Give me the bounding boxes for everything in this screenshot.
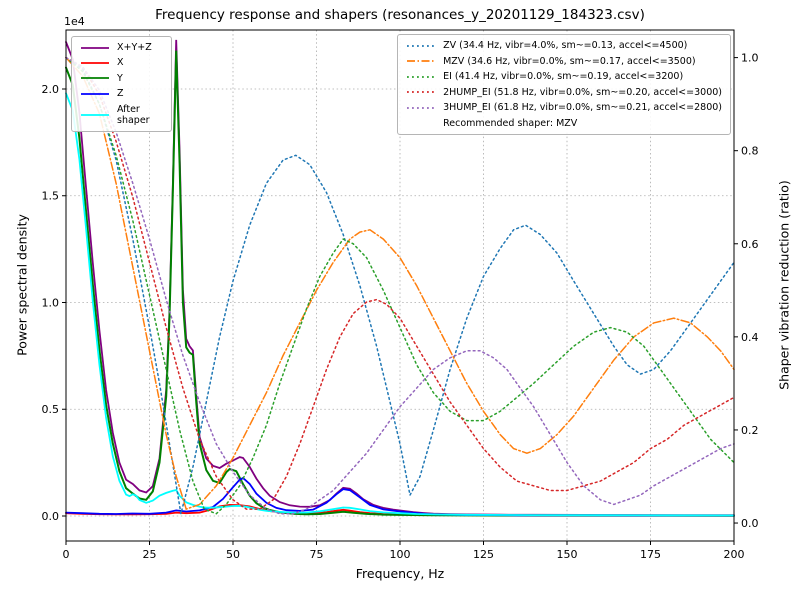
legend-psd: X+Y+Z X Y Z After shaper bbox=[71, 36, 172, 133]
y-axis-label-right: Shaper vibration reduction (ratio) bbox=[776, 180, 792, 390]
y-left-tick-label: 2.0 bbox=[42, 83, 60, 96]
legend-shapers: ZV (34.4 Hz, vibr=4.0%, sm~=0.13, accel<… bbox=[397, 34, 731, 135]
line-sample-y bbox=[80, 73, 110, 83]
y-axis-offset-text: 1e4 bbox=[64, 15, 85, 28]
x-tick-label: 125 bbox=[473, 548, 494, 561]
legend-label: After shaper bbox=[117, 103, 150, 126]
x-tick-label: 25 bbox=[143, 548, 157, 561]
legend-item-zv: ZV (34.4 Hz, vibr=4.0%, sm~=0.13, accel<… bbox=[406, 40, 722, 51]
legend-item-sum: X+Y+Z bbox=[80, 42, 163, 53]
legend-label: X bbox=[117, 57, 124, 69]
legend-item-2hump-ei: 2HUMP_EI (51.8 Hz, vibr=0.0%, sm~=0.20, … bbox=[406, 87, 722, 98]
line-sample-zv bbox=[406, 41, 436, 51]
series-y bbox=[65, 50, 735, 517]
legend-item-y: Y bbox=[80, 73, 163, 84]
y-left-tick-label: 1.5 bbox=[42, 190, 60, 203]
legend-item-recommendation: Recommended shaper: MZV bbox=[406, 118, 722, 129]
y-right-tick-label: 0.0 bbox=[741, 517, 759, 530]
empty-line-sample bbox=[406, 118, 436, 128]
legend-item-ei: EI (41.4 Hz, vibr=0.0%, sm~=0.19, accel<… bbox=[406, 71, 722, 82]
y-right-tick-label: 0.4 bbox=[741, 331, 759, 344]
line-sample-z bbox=[80, 89, 110, 99]
x-axis-label: Frequency, Hz bbox=[355, 566, 445, 581]
y-right-tick-label: 1.0 bbox=[741, 52, 759, 65]
x-tick-label: 50 bbox=[226, 548, 240, 561]
series-ei bbox=[65, 56, 735, 515]
x-tick-label: 150 bbox=[557, 548, 578, 561]
line-sample-2hump-ei bbox=[406, 87, 436, 97]
legend-label: 2HUMP_EI (51.8 Hz, vibr=0.0%, sm~=0.20, … bbox=[443, 86, 722, 98]
recommended-shaper-note: Recommended shaper: MZV bbox=[443, 117, 578, 129]
legend-item-after-shaper: After shaper bbox=[80, 104, 163, 127]
series-after-shaper bbox=[65, 92, 735, 517]
x-tick-label: 175 bbox=[640, 548, 661, 561]
line-sample-ei bbox=[406, 72, 436, 82]
line-sample-after-shaper bbox=[80, 110, 110, 120]
legend-label: X+Y+Z bbox=[117, 42, 152, 53]
line-sample-sum bbox=[80, 43, 110, 53]
y-left-tick-label: 0.0 bbox=[42, 510, 60, 523]
x-tick-label: 200 bbox=[724, 548, 745, 561]
y-right-tick-label: 0.2 bbox=[741, 424, 759, 437]
legend-label: MZV (34.6 Hz, vibr=0.0%, sm~=0.17, accel… bbox=[443, 55, 696, 67]
line-sample-x bbox=[80, 58, 110, 68]
chart-title: Frequency response and shapers (resonanc… bbox=[155, 7, 645, 23]
series-3hump-ei bbox=[65, 56, 735, 515]
legend-label: Z bbox=[117, 88, 124, 100]
legend-item-3hump-ei: 3HUMP_EI (61.8 Hz, vibr=0.0%, sm~=0.21, … bbox=[406, 102, 722, 113]
y-left-tick-label: 0.5 bbox=[42, 403, 60, 416]
y-axis-label-left: Power spectral density bbox=[14, 214, 30, 356]
series-mzv bbox=[65, 56, 735, 511]
legend-label: 3HUMP_EI (61.8 Hz, vibr=0.0%, sm~=0.21, … bbox=[443, 102, 722, 113]
line-sample-3hump-ei bbox=[406, 103, 436, 113]
x-tick-label: 75 bbox=[310, 548, 324, 561]
y-left-tick-label: 1.0 bbox=[42, 296, 60, 309]
x-tick-label: 0 bbox=[63, 548, 70, 561]
legend-item-z: Z bbox=[80, 88, 163, 99]
legend-label: EI (41.4 Hz, vibr=0.0%, sm~=0.19, accel<… bbox=[443, 71, 684, 82]
legend-label: ZV (34.4 Hz, vibr=4.0%, sm~=0.13, accel<… bbox=[443, 40, 688, 51]
line-sample-mzv bbox=[406, 56, 436, 66]
x-tick-label: 100 bbox=[390, 548, 411, 561]
legend-item-mzv: MZV (34.6 Hz, vibr=0.0%, sm~=0.17, accel… bbox=[406, 56, 722, 67]
series-2hump-ei bbox=[65, 56, 735, 510]
y-right-tick-label: 0.8 bbox=[741, 145, 759, 158]
legend-item-x: X bbox=[80, 57, 163, 68]
y-right-tick-label: 0.6 bbox=[741, 238, 759, 251]
legend-label: Y bbox=[117, 72, 123, 84]
